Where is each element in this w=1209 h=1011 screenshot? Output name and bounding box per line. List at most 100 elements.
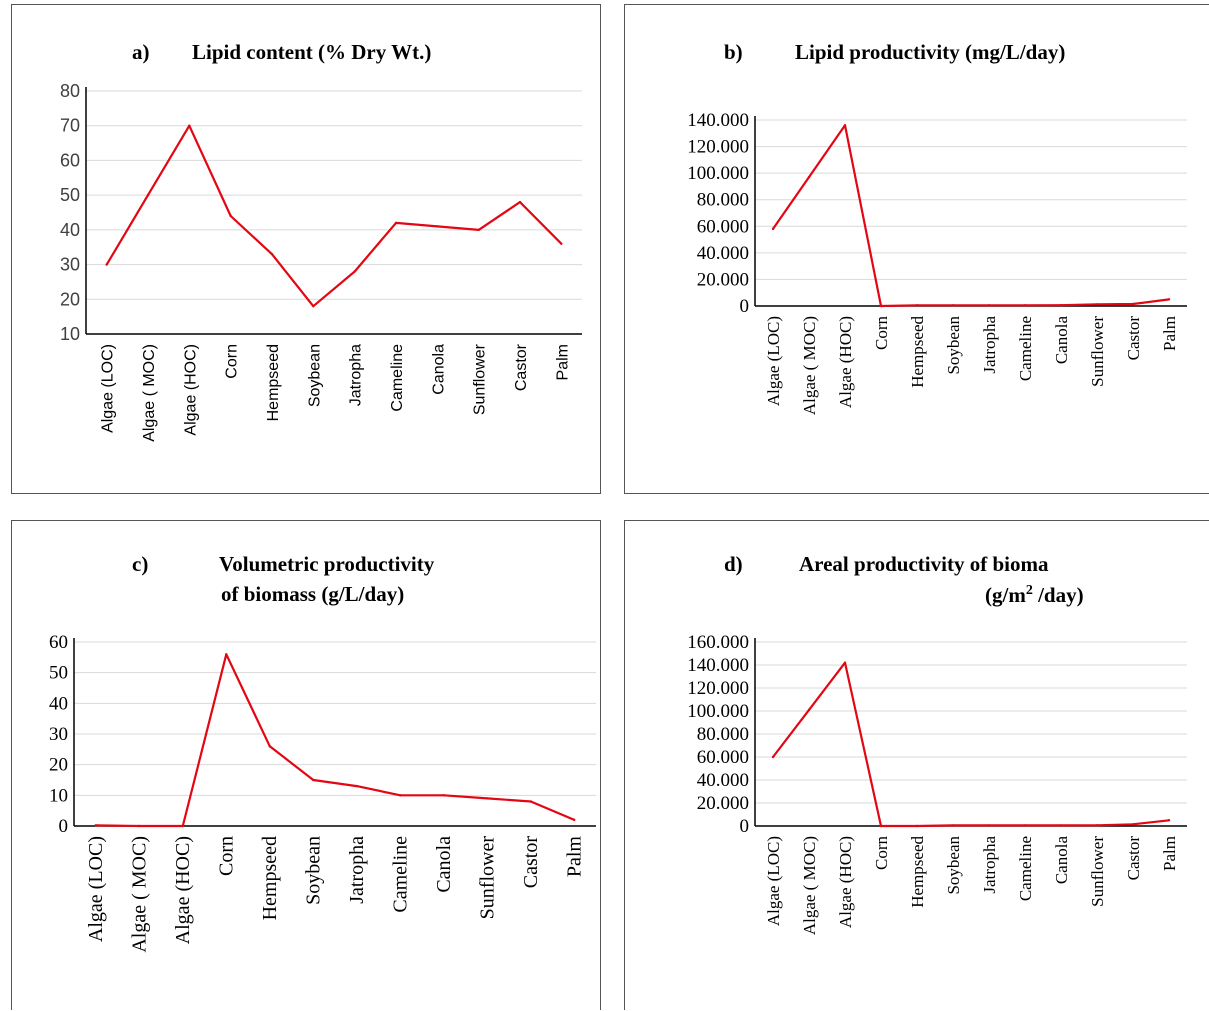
- y-tick-label: 20: [49, 755, 68, 776]
- series-line: [772, 124, 1170, 308]
- chart-panel-c: c) Volumetric productivity of biomass (g…: [11, 520, 601, 1010]
- x-tick-label: Soybean: [302, 836, 324, 905]
- y-tick-label: 120.000: [687, 678, 749, 699]
- x-tick-label: Jatropha: [980, 836, 999, 894]
- data-point: [1131, 302, 1135, 306]
- x-tick-label: Sunflower: [1088, 316, 1107, 387]
- chart-d-title-unit-superscript: 2: [1026, 583, 1033, 598]
- y-tick-label: 60: [60, 150, 80, 170]
- x-tick-label: Algae (LOC): [100, 344, 117, 433]
- data-point: [843, 661, 847, 664]
- data-point: [843, 124, 847, 127]
- x-tick-label: Jatropha: [348, 344, 365, 406]
- x-tick-label: Canola: [433, 836, 455, 893]
- data-point: [312, 305, 315, 308]
- chart-b-title: Lipid productivity (mg/L/day): [795, 40, 1065, 64]
- chart-panel-d: d) Areal productivity of bioma (g/m2 /da…: [624, 520, 1209, 1010]
- x-tick-label: Cameline: [1016, 316, 1035, 381]
- data-point: [1167, 298, 1171, 301]
- data-point: [436, 225, 439, 228]
- x-tick-label: Corn: [215, 836, 237, 876]
- x-tick-label: Algae ( MOC): [800, 836, 819, 935]
- data-point: [394, 221, 398, 225]
- data-point: [915, 304, 919, 307]
- y-tick-label: 100.000: [687, 701, 749, 722]
- data-point: [1167, 819, 1171, 822]
- x-tick-label: Hempseed: [259, 836, 281, 920]
- data-point: [229, 214, 232, 218]
- data-point: [987, 824, 991, 827]
- y-tick-label: 160.000: [687, 632, 749, 653]
- plot-area-d: 020.00040.00060.00080.000100.000120.0001…: [687, 632, 1187, 935]
- y-tick-label: 50: [49, 663, 68, 684]
- y-tick-label: 80.000: [697, 724, 749, 745]
- plot-area-b: 0 20.000 40.000 60.000 80.000 100.000 120.000 1…: [687, 110, 1187, 415]
- x-tick-label: Algae (HOC): [182, 344, 199, 436]
- data-point: [573, 818, 576, 822]
- chart-c-label: c): [132, 552, 148, 576]
- chart-panel-a: a) Lipid content (% Dry Wt.) 10 20 30 40 50 6…: [11, 4, 601, 494]
- data-point: [879, 304, 883, 308]
- x-tick-label: Castor: [520, 836, 542, 889]
- x-tick-label: Castor: [1124, 836, 1143, 881]
- plot-area-a: 10 20 30 40 50 60 70 80 Algae (LOC) Algae ( MOC) A…: [60, 81, 582, 442]
- y-tick-label: 0: [740, 296, 750, 317]
- x-tick-label: Palm: [563, 836, 585, 878]
- x-tick-label: Jatropha: [346, 836, 368, 904]
- chart-b-label: b): [724, 40, 743, 64]
- data-point: [477, 228, 480, 232]
- x-tick-label: Cameline: [389, 344, 406, 412]
- data-point: [1059, 304, 1063, 307]
- y-tick-label: 40.000: [697, 243, 749, 264]
- data-point: [399, 794, 402, 797]
- x-tick-label: Algae ( MOC): [141, 344, 158, 442]
- chart-a-label: a): [132, 40, 150, 64]
- data-point: [1095, 303, 1099, 306]
- x-tick-label: Palm: [1160, 316, 1179, 351]
- data-point: [312, 778, 315, 782]
- data-point: [353, 270, 356, 273]
- data-point: [1095, 824, 1099, 827]
- y-tick-label: 20.000: [697, 793, 749, 814]
- data-point: [915, 824, 919, 828]
- chart-c-title-line2: of biomass (g/L/day): [221, 582, 404, 606]
- chart-d-title-line2: (g/m2 /day): [985, 583, 1084, 607]
- x-tick-label: Algae (LOC): [764, 836, 783, 926]
- x-tick-label: Canola: [430, 344, 447, 395]
- x-tick-label: Sunflower: [1088, 836, 1107, 907]
- y-tick-label: 80.000: [697, 190, 749, 211]
- y-tick-label: 30: [60, 255, 80, 275]
- chart-a-title: Lipid content (% Dry Wt.): [192, 40, 431, 64]
- data-point: [146, 193, 150, 197]
- x-tick-label: Algae (HOC): [836, 316, 855, 408]
- y-tick-label: 50: [60, 185, 80, 205]
- data-point: [987, 304, 991, 307]
- x-tick-label: Algae (HOC): [836, 836, 855, 928]
- data-point: [807, 175, 811, 179]
- data-point: [270, 252, 274, 256]
- plot-area-c: 0 10 20 30 40 50 60 Algae (LOC) Algae ( MOC) Alga…: [49, 632, 596, 953]
- data-point: [951, 824, 955, 827]
- x-tick-label: Cameline: [1016, 836, 1035, 901]
- volumetric-productivity-chart: c) Volumetric productivity of biomass (g…: [49, 552, 596, 953]
- x-tick-label: Algae ( MOC): [800, 316, 819, 415]
- areal-productivity-chart: d) Areal productivity of bioma (g/m2 /da…: [687, 552, 1187, 935]
- y-tick-label: 0: [59, 816, 69, 837]
- data-point: [1023, 304, 1027, 307]
- chart-c-title-line1: Volumetric productivity: [219, 552, 435, 576]
- y-tick-label: 20.000: [697, 269, 749, 290]
- data-point: [188, 124, 191, 127]
- y-tick-label: 120.000: [687, 137, 749, 158]
- x-tick-label: Corn: [872, 316, 891, 351]
- y-tick-label: 60: [49, 632, 68, 653]
- chart-d-title-unit-start: (g/m: [985, 583, 1026, 607]
- data-point: [1059, 824, 1063, 827]
- x-tick-label: Palm: [1160, 836, 1179, 871]
- data-point: [560, 242, 563, 245]
- data-point: [486, 797, 489, 800]
- x-tick-label: Soybean: [944, 836, 963, 895]
- y-tick-label: 140.000: [687, 110, 749, 131]
- x-tick-label: Canola: [1052, 836, 1071, 885]
- data-point: [771, 227, 775, 231]
- chart-d-title-line1: Areal productivity of bioma: [799, 552, 1049, 576]
